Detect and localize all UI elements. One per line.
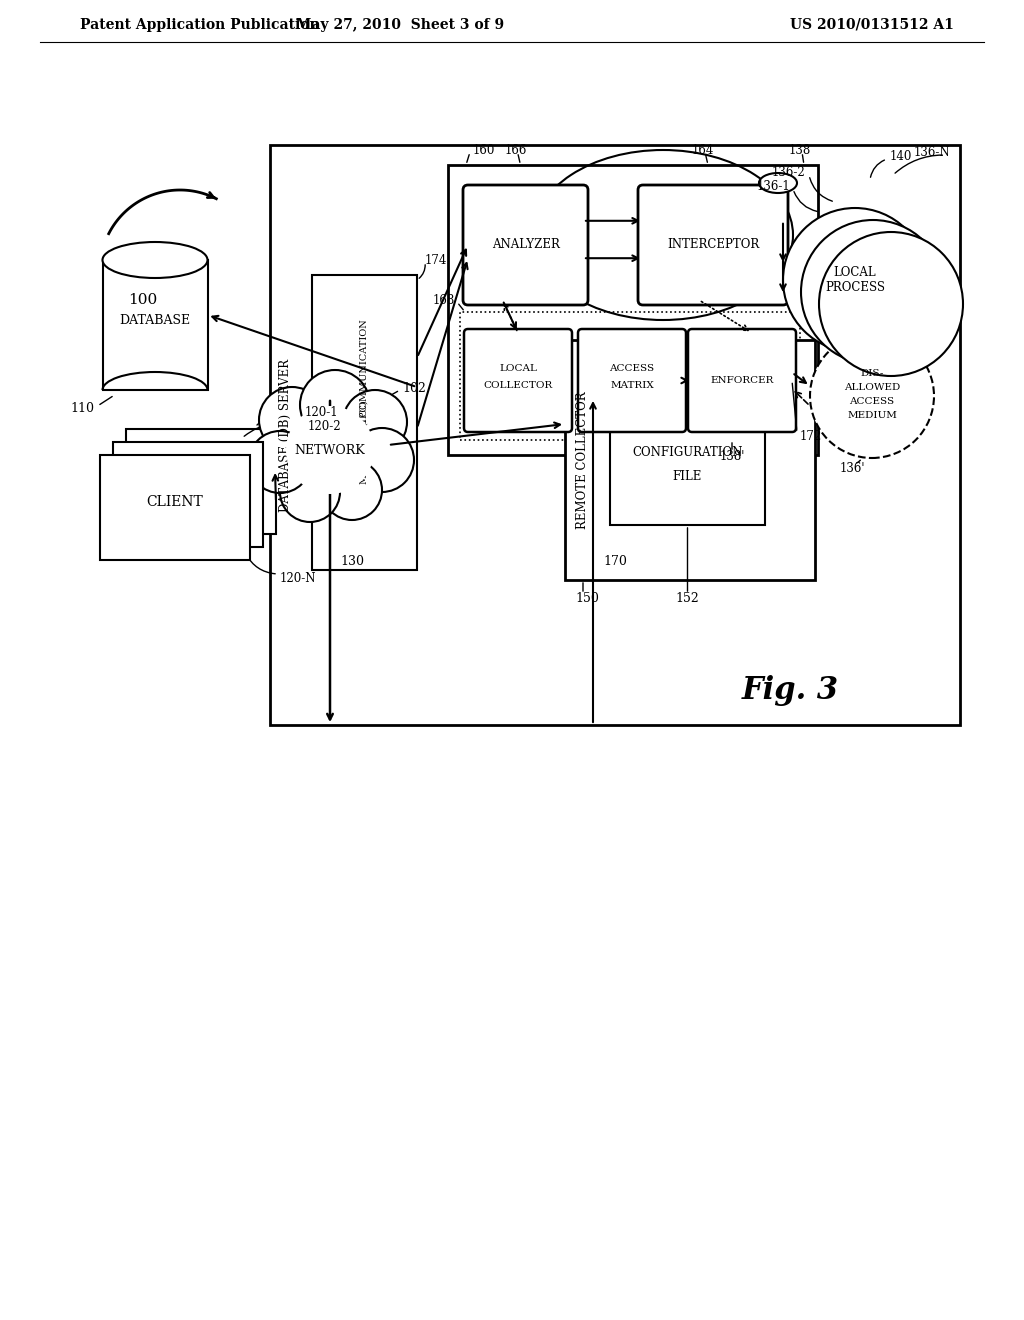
Circle shape — [280, 400, 380, 500]
Text: 168: 168 — [433, 293, 455, 306]
Text: DIS-: DIS- — [860, 370, 884, 379]
Text: DATABASE (DB) SERVER: DATABASE (DB) SERVER — [279, 359, 292, 512]
Bar — [270, 145, 961, 725]
Text: 174: 174 — [425, 253, 447, 267]
Text: CONFIGURATION: CONFIGURATION — [632, 446, 742, 459]
Text: 172: 172 — [800, 429, 822, 442]
Bar — [126, 429, 276, 535]
Text: Patent Application Publication: Patent Application Publication — [80, 18, 319, 32]
FancyBboxPatch shape — [578, 329, 686, 432]
Text: 166: 166 — [504, 144, 526, 157]
Text: NETWORK: NETWORK — [295, 444, 366, 457]
Circle shape — [286, 407, 374, 494]
FancyBboxPatch shape — [464, 329, 572, 432]
Bar — [113, 442, 263, 546]
Text: 138': 138' — [719, 450, 744, 462]
FancyBboxPatch shape — [688, 329, 796, 432]
Circle shape — [819, 232, 963, 376]
Text: 138: 138 — [788, 144, 811, 157]
Text: 136-N: 136-N — [913, 147, 950, 160]
Text: Fig. 3: Fig. 3 — [741, 675, 839, 705]
Bar — [449, 165, 818, 455]
Text: 170: 170 — [603, 554, 627, 568]
Text: LOCAL COMMUNICATION: LOCAL COMMUNICATION — [360, 319, 369, 455]
Circle shape — [343, 389, 407, 454]
Text: FILE: FILE — [673, 470, 702, 483]
Bar — [102, 260, 208, 389]
Text: DATABASE: DATABASE — [120, 314, 190, 326]
Text: MEDIUM: MEDIUM — [847, 412, 897, 421]
Text: ACCESS: ACCESS — [609, 364, 654, 374]
Text: May 27, 2010  Sheet 3 of 9: May 27, 2010 Sheet 3 of 9 — [296, 18, 504, 32]
Text: LOCAL
PROCESS: LOCAL PROCESS — [825, 267, 885, 294]
Text: COLLECTOR: COLLECTOR — [483, 381, 553, 389]
Text: ACCESS: ACCESS — [850, 397, 895, 407]
Text: 136': 136' — [840, 462, 864, 474]
Text: MANAGER (IPC): MANAGER (IPC) — [360, 401, 369, 484]
FancyBboxPatch shape — [638, 185, 788, 305]
Text: ANALYZER: ANALYZER — [492, 239, 559, 252]
Text: 102: 102 — [402, 381, 426, 395]
Circle shape — [810, 334, 934, 458]
Circle shape — [259, 387, 325, 453]
Circle shape — [280, 462, 340, 521]
Text: 130: 130 — [340, 554, 364, 568]
Bar — [565, 341, 815, 579]
Text: CLIENT: CLIENT — [146, 495, 204, 510]
Ellipse shape — [102, 242, 208, 279]
Text: 140: 140 — [890, 150, 912, 164]
Circle shape — [300, 370, 370, 440]
Text: 136-2: 136-2 — [771, 166, 805, 180]
Text: 120-1: 120-1 — [305, 405, 339, 418]
FancyBboxPatch shape — [463, 185, 588, 305]
Circle shape — [801, 220, 945, 364]
Ellipse shape — [759, 173, 797, 193]
Circle shape — [783, 209, 927, 352]
Text: ALLOWED: ALLOWED — [844, 384, 900, 392]
Text: 164: 164 — [692, 144, 714, 157]
Circle shape — [350, 428, 414, 492]
Text: 100: 100 — [128, 293, 158, 308]
Text: LOCAL: LOCAL — [499, 364, 537, 374]
Text: MATRIX: MATRIX — [610, 381, 654, 389]
Bar — [312, 275, 417, 570]
Text: INTERCEPTOR: INTERCEPTOR — [667, 239, 759, 252]
Circle shape — [249, 432, 311, 492]
Text: REMOTE COLLECTOR: REMOTE COLLECTOR — [577, 391, 590, 529]
Text: 110: 110 — [71, 401, 94, 414]
Text: ENFORCER: ENFORCER — [711, 376, 774, 385]
Text: 120-N: 120-N — [280, 572, 316, 585]
Text: US 2010/0131512 A1: US 2010/0131512 A1 — [790, 18, 954, 32]
Text: 120-2: 120-2 — [308, 420, 342, 433]
Text: 150: 150 — [575, 591, 599, 605]
Circle shape — [322, 459, 382, 520]
Bar — [610, 405, 765, 525]
Text: 136-1: 136-1 — [757, 181, 790, 194]
Text: 152: 152 — [676, 591, 699, 605]
Bar — [460, 312, 800, 440]
Bar — [100, 455, 250, 560]
Text: 160: 160 — [473, 144, 496, 157]
